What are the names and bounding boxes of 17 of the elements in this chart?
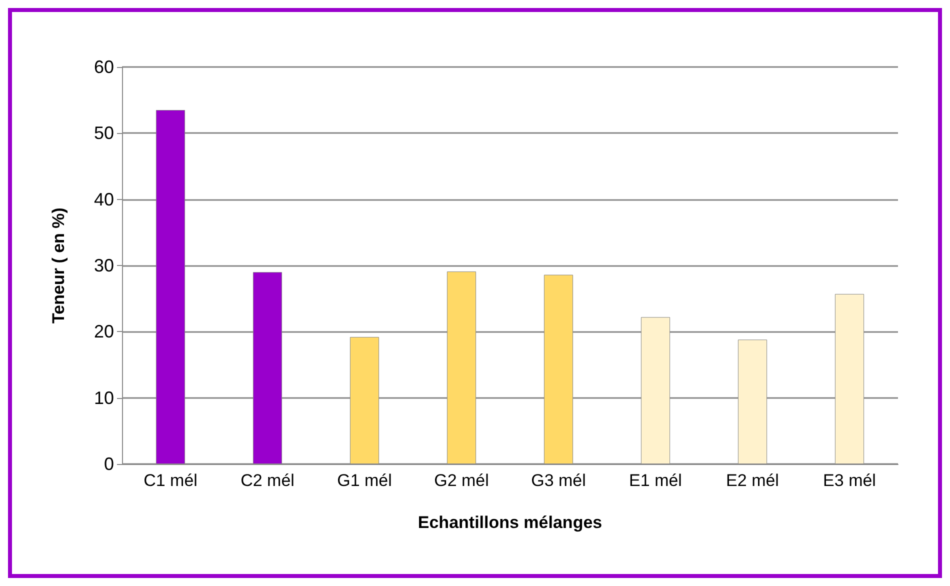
x-tick-label: G1 mél [337,471,392,490]
x-tick-label: G2 mél [434,471,489,490]
y-tick-label: 60 [94,57,114,77]
x-tick-label: G3 mél [531,471,586,490]
y-tick-label: 20 [94,322,114,342]
x-tick-label: C2 mél [240,471,294,490]
x-tick-label: E3 mél [823,471,876,490]
y-tick-label: 30 [94,256,114,276]
x-tick-label: E1 mél [629,471,682,490]
x-axis-title: Echantillons mélanges [418,513,602,532]
y-tick-label: 50 [94,123,114,144]
x-tick-label: E2 mél [726,471,779,490]
x-tick-label: C1 mél [144,471,198,490]
y-axis-title: Teneur ( en %) [49,208,68,324]
y-tick-label: 10 [94,388,114,408]
y-tick-label: 0 [104,454,114,474]
y-tick-label: 40 [94,189,114,210]
